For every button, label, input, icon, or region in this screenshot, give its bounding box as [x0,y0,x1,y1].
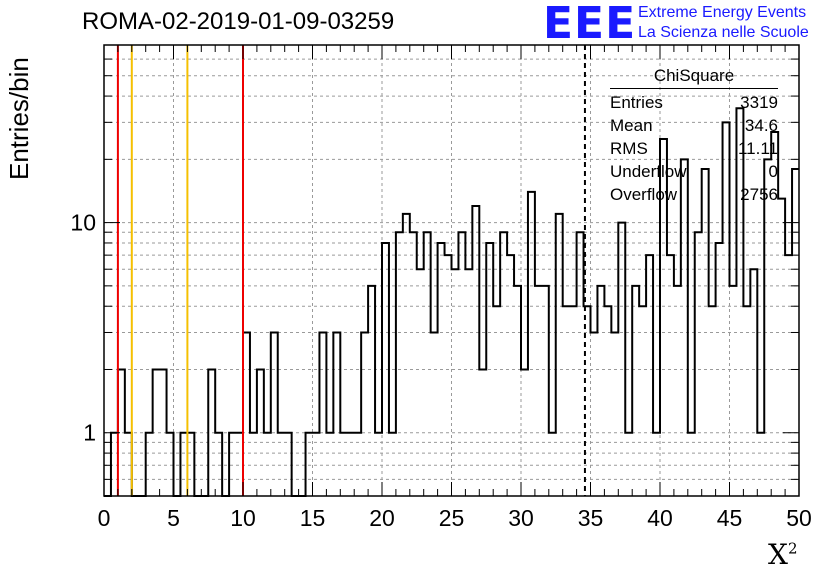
chart-title: ROMA-02-2019-01-09-03259 [82,8,395,35]
y-tick-label: 10 [70,210,96,236]
x-axis-label: X2 [768,538,797,571]
y-tick-label: 1 [83,420,96,446]
x-tick-label: 10 [230,505,256,531]
eee-logo: EEE [543,0,637,49]
stats-label: Mean [610,116,653,135]
x-tick-label: 45 [717,505,743,531]
histogram-steps [104,107,799,497]
stats-row: RMS 11.11 [610,137,778,160]
stats-label: RMS [610,139,648,158]
x-tick-label: 30 [508,505,534,531]
stats-value: 11.11 [737,139,778,158]
x-tick-label: 20 [369,505,395,531]
stats-label: Entries [610,93,663,112]
x-tick-label: 5 [167,505,180,531]
x-axis-label-main: X [768,538,788,571]
stats-box: ChiSquare Entries 3319 Mean 34.6 RMS 11.11 … [610,66,778,206]
x-tick-label: 35 [578,505,604,531]
logo-tagline-2: La Scienza nelle Scuole [638,24,809,41]
stats-value: 3319 [740,93,778,112]
x-tick-label: 50 [786,505,812,531]
stats-value: 0 [768,162,778,181]
logo-tagline-1: Extreme Energy Events [638,4,807,21]
stats-value: 2756 [740,185,778,204]
x-tick-label: 0 [98,505,111,531]
stats-title: ChiSquare [610,66,778,89]
x-tick-label: 15 [300,505,326,531]
stats-row: Overflow 2756 [610,183,778,206]
x-tick-label: 25 [439,505,465,531]
y-axis-label: Entries/bin [4,57,34,180]
stats-value: 34.6 [744,116,778,135]
x-tick-label: 40 [647,505,673,531]
stats-label: Overflow [610,185,678,204]
stats-row: Mean 34.6 [610,114,778,137]
stats-row: Entries 3319 [610,91,778,114]
stats-row: Underflow 0 [610,160,778,183]
x-axis-label-sup: 2 [787,539,798,558]
stats-label: Underflow [610,162,687,181]
